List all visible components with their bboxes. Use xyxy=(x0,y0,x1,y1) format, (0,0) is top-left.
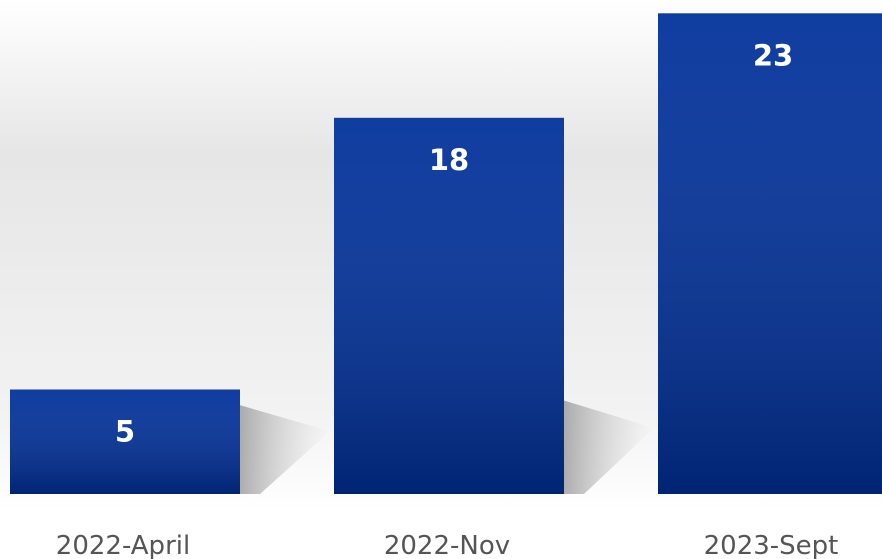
data-label: 18 xyxy=(429,143,469,177)
x-tick-label: 2022-April xyxy=(56,531,190,559)
x-tick-label: 2022-Nov xyxy=(384,531,510,559)
bar-shadow xyxy=(240,405,330,494)
plot-area: 5 2022-April 18 2022-Nov 23 2023-Sept xyxy=(10,13,882,559)
bar-shade xyxy=(658,13,882,495)
x-tick-label: 2023-Sept xyxy=(704,531,839,559)
bar-shade xyxy=(334,117,564,495)
bar-shade xyxy=(10,389,240,494)
bar-shadow xyxy=(564,400,654,494)
data-label: 5 xyxy=(115,415,135,449)
data-label: 23 xyxy=(753,38,793,72)
